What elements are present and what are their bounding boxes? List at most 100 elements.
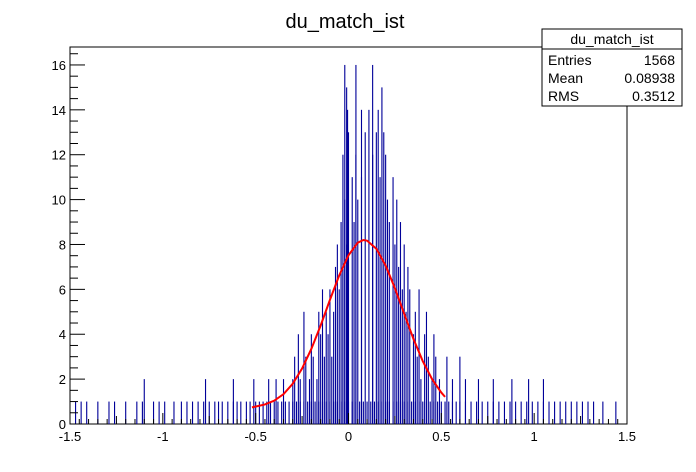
histogram-bin-42 <box>307 401 309 424</box>
histogram-bin-3 <box>97 401 99 424</box>
histogram-bin-146 <box>424 334 426 424</box>
histogram-bin-131 <box>294 356 296 424</box>
histogram-bin-110 <box>143 379 145 424</box>
x-tick-label: -1 <box>157 429 169 444</box>
histogram-bin-18 <box>208 401 210 424</box>
histogram-bin-134 <box>323 356 325 424</box>
histogram-bin-180 <box>392 177 394 424</box>
histogram-bin-188 <box>383 132 385 424</box>
y-tick-label: 16 <box>52 58 66 73</box>
x-tick-label: 0 <box>345 429 352 444</box>
histogram-bin-29 <box>258 401 260 424</box>
histogram-bin-56 <box>359 401 361 424</box>
stats-box: du_match_ist Entries 1568 Mean 0.08938 R… <box>541 28 683 107</box>
histogram-bin-193 <box>346 87 348 424</box>
histogram-bin-127 <box>492 379 494 424</box>
histogram-bin-9 <box>152 401 155 424</box>
histogram-bin-4 <box>108 401 110 424</box>
histogram-bin-94 <box>520 401 522 424</box>
y-tick-label: 12 <box>52 148 66 163</box>
histogram-bin-141 <box>297 334 299 424</box>
histogram-bin-59 <box>370 401 372 424</box>
histogram-bin-60 <box>373 401 376 424</box>
y-tick-label: 14 <box>52 103 66 118</box>
histogram-bin-116 <box>282 379 285 424</box>
histogram-bin-34 <box>277 401 279 424</box>
y-tick-label: 10 <box>52 193 66 208</box>
histogram-bin-82 <box>455 401 457 424</box>
histogram-bin-117 <box>292 379 294 424</box>
stats-entries-value: 1568 <box>644 52 675 68</box>
histogram-bin-136 <box>416 356 418 424</box>
histogram-bin-142 <box>310 334 312 424</box>
histogram-bin-164 <box>407 266 409 424</box>
histogram-bin-28 <box>255 401 257 424</box>
histogram-bin-103 <box>570 401 572 424</box>
histogram-bin-148 <box>303 311 305 424</box>
histogram-bin-152 <box>405 311 407 424</box>
histogram-bin-195 <box>344 64 346 424</box>
histogram-bin-177 <box>351 177 353 424</box>
histogram-bin-108 <box>602 401 604 424</box>
histogram-bin-31 <box>266 401 268 424</box>
histogram-bin-109 <box>615 401 617 424</box>
histogram-bin-144 <box>327 334 329 424</box>
histogram-bin-73 <box>422 401 424 424</box>
histogram-bin-30 <box>262 401 264 424</box>
stats-rms-value: 0.3512 <box>632 88 675 104</box>
x-tick-label: -0.5 <box>244 429 266 444</box>
histogram-bin-125 <box>464 379 467 424</box>
histogram-bin-119 <box>308 379 311 424</box>
histogram-bin-143 <box>320 334 322 424</box>
histogram-bin-100 <box>554 401 556 424</box>
histogram-bin-11 <box>164 401 166 424</box>
histogram-bin-106 <box>587 401 589 424</box>
histogram-bin-90 <box>498 401 500 424</box>
histogram-bin-172 <box>399 222 402 424</box>
histogram-bin-22 <box>227 401 229 424</box>
histogram-bin-104 <box>576 401 578 424</box>
histogram-bin-156 <box>329 289 331 424</box>
histogram-bin-14 <box>186 401 188 424</box>
histogram-bin-12 <box>173 401 175 424</box>
histogram-bin-158 <box>401 289 403 424</box>
histogram-bin-160 <box>418 289 420 424</box>
histogram-bin-78 <box>440 401 442 424</box>
histogram-bin-165 <box>336 244 338 424</box>
histogram-bin-138 <box>435 356 437 424</box>
histogram-bin-25 <box>240 401 242 424</box>
histogram-bin-88 <box>487 401 489 424</box>
y-tick-label: 0 <box>59 417 66 432</box>
stats-mean-label: Mean <box>548 70 583 86</box>
stats-box-title: du_match_ist <box>570 31 653 47</box>
histogram-bin-24 <box>236 401 238 424</box>
histogram-bin-86 <box>476 401 478 424</box>
histogram-bin-171 <box>388 222 390 424</box>
histogram-bin-17 <box>203 401 205 424</box>
histogram-bin-169 <box>340 222 342 424</box>
histogram-bin-186 <box>364 132 366 424</box>
histogram-bin-140 <box>459 356 461 424</box>
histogram-bin-111 <box>204 379 207 424</box>
x-tick-label: 1 <box>531 429 538 444</box>
histogram-bin-176 <box>396 199 398 424</box>
histogram-bin-77 <box>437 401 439 424</box>
histogram-bin-27 <box>249 401 251 424</box>
stats-box-frame <box>541 28 683 107</box>
histogram-bin-36 <box>284 401 286 424</box>
histogram-bin-95 <box>526 401 528 424</box>
histogram-bin-101 <box>559 401 561 424</box>
y-tick-label: 2 <box>59 372 66 387</box>
histogram-bin-132 <box>305 356 307 424</box>
stats-mean-value: 0.08938 <box>624 70 675 86</box>
histogram-bin-91 <box>503 401 506 424</box>
histogram-bins <box>75 64 617 424</box>
histogram-bin-93 <box>515 401 517 424</box>
histogram-bin-102 <box>565 401 567 424</box>
histogram-bin-157 <box>338 289 340 424</box>
histogram-bin-153 <box>414 311 416 424</box>
histogram-bin-32 <box>269 401 272 424</box>
histogram-bin-129 <box>528 379 530 424</box>
histogram-bin-168 <box>403 244 405 424</box>
